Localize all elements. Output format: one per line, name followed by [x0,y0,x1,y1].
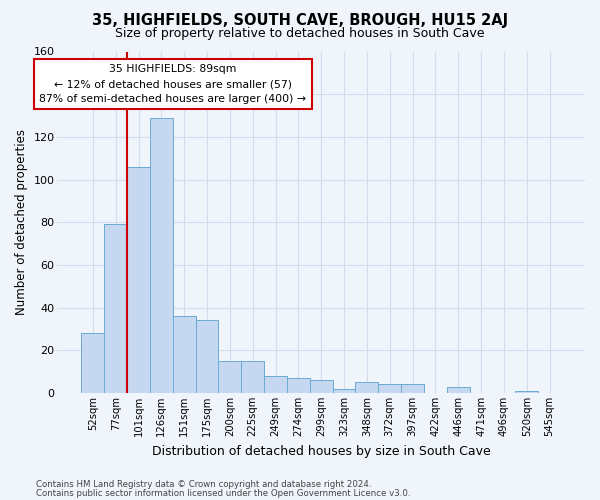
Y-axis label: Number of detached properties: Number of detached properties [15,130,28,316]
Bar [515,391,538,393]
X-axis label: Distribution of detached houses by size in South Cave: Distribution of detached houses by size … [152,444,491,458]
Bar [379,384,401,393]
Text: Contains public sector information licensed under the Open Government Licence v3: Contains public sector information licen… [36,488,410,498]
Bar [241,361,264,393]
Text: Contains HM Land Registry data © Crown copyright and database right 2024.: Contains HM Land Registry data © Crown c… [36,480,371,489]
Bar [82,333,104,393]
Bar [401,384,424,393]
Bar [332,388,355,393]
Bar [447,386,470,393]
Text: Size of property relative to detached houses in South Cave: Size of property relative to detached ho… [115,28,485,40]
Bar [127,167,150,393]
Text: 35, HIGHFIELDS, SOUTH CAVE, BROUGH, HU15 2AJ: 35, HIGHFIELDS, SOUTH CAVE, BROUGH, HU15… [92,12,508,28]
Bar [310,380,332,393]
Bar [218,361,241,393]
Bar [104,224,127,393]
Bar [264,376,287,393]
Bar [196,320,218,393]
Bar [287,378,310,393]
Text: 35 HIGHFIELDS: 89sqm
← 12% of detached houses are smaller (57)
87% of semi-detac: 35 HIGHFIELDS: 89sqm ← 12% of detached h… [39,64,306,104]
Bar [355,382,379,393]
Bar [150,118,173,393]
Bar [173,316,196,393]
